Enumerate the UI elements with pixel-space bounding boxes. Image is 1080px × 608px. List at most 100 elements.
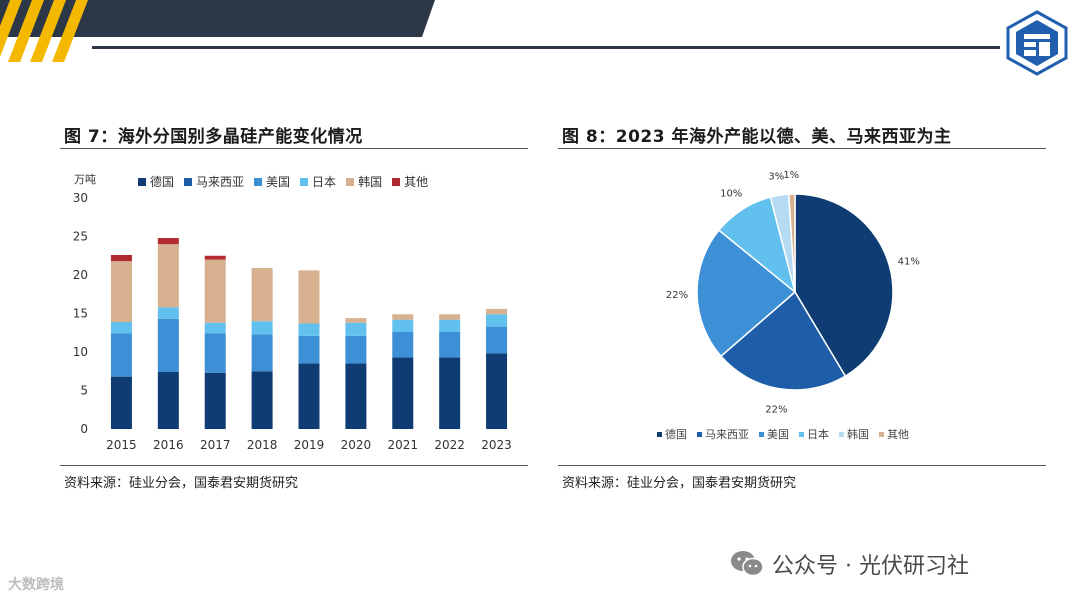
bar-segment xyxy=(345,318,367,323)
legend-item: 马来西亚 xyxy=(184,173,244,190)
bar-segment xyxy=(392,319,414,332)
pie-data-label: 3% xyxy=(768,171,784,182)
right-chart-title: 图 8：2023 年海外产能以德、美、马来西亚为主 xyxy=(562,127,952,147)
y-tick-label: 10 xyxy=(73,345,88,359)
pie-legend-item: 美国 xyxy=(759,426,789,442)
legend-swatch xyxy=(184,177,193,186)
bar-segment xyxy=(110,333,132,377)
pie-data-label: 10% xyxy=(720,189,742,200)
bar-segment xyxy=(157,238,179,245)
bar-segment xyxy=(110,261,132,322)
bar-segment xyxy=(298,323,320,336)
pie-legend-label: 美国 xyxy=(767,428,789,441)
legend-item: 日本 xyxy=(300,173,336,190)
bar-segment xyxy=(157,307,179,319)
legend-item: 德国 xyxy=(138,173,174,190)
pie-data-label: 1% xyxy=(783,170,799,181)
pie-legend-item: 其他 xyxy=(879,426,909,442)
y-tick-label: 25 xyxy=(73,230,88,244)
left-source-rule xyxy=(60,465,528,466)
header-stripes xyxy=(0,0,88,62)
x-tick-label: 2016 xyxy=(153,438,184,452)
bar-segment xyxy=(251,334,273,372)
right-source-rule xyxy=(558,465,1046,466)
legend-swatch xyxy=(392,177,401,186)
pie-slice xyxy=(794,193,894,378)
y-tick-label: 5 xyxy=(80,384,88,398)
brand-logo-icon xyxy=(1006,10,1068,76)
x-tick-label: 2022 xyxy=(434,438,465,452)
pie-legend-swatch xyxy=(697,431,702,437)
legend-label: 其他 xyxy=(404,175,429,189)
bar-segment xyxy=(392,357,414,429)
legend-swatch xyxy=(254,177,263,186)
pie-legend-swatch xyxy=(657,431,662,437)
corner-watermark: 大数跨境 xyxy=(8,577,64,593)
y-tick-label: 30 xyxy=(73,191,88,205)
bar-segment xyxy=(251,321,273,335)
pie-legend-item: 马来西亚 xyxy=(697,426,749,442)
pie-legend-label: 马来西亚 xyxy=(705,428,749,441)
pie-legend-swatch xyxy=(839,431,844,437)
legend-label: 日本 xyxy=(312,175,337,189)
bar-segment xyxy=(298,363,320,429)
legend-swatch xyxy=(138,177,146,186)
y-tick-label: 20 xyxy=(73,268,88,282)
bar-segment xyxy=(157,244,179,308)
bar-segment xyxy=(392,331,414,358)
bar-segment xyxy=(439,331,461,358)
pie-legend-label: 日本 xyxy=(807,428,829,441)
x-tick-label: 2023 xyxy=(481,438,512,452)
legend-item: 其他 xyxy=(392,173,428,190)
bar-segment xyxy=(204,372,226,429)
pie-slice xyxy=(787,193,796,293)
legend-swatch xyxy=(300,177,309,186)
pie-legend-label: 其他 xyxy=(887,428,909,441)
header-rule xyxy=(92,46,1000,49)
pie-data-label: 22% xyxy=(765,405,787,416)
bar-segment xyxy=(486,326,508,354)
legend-swatch xyxy=(346,177,355,186)
wechat-account-label: 公众号 · 光伏研习社 xyxy=(730,548,969,580)
y-axis-unit-label: 万吨 xyxy=(74,173,96,186)
legend-label: 马来西亚 xyxy=(196,175,245,189)
bar-segment xyxy=(157,318,179,373)
bar-segment xyxy=(345,335,367,364)
bar-segment xyxy=(439,314,461,320)
bar-segment xyxy=(486,314,508,327)
bar-segment xyxy=(392,314,414,320)
legend-item: 韩国 xyxy=(346,173,382,190)
pie-legend-swatch xyxy=(879,431,884,437)
bar-segment xyxy=(204,333,226,373)
x-tick-label: 2021 xyxy=(388,438,419,452)
bar-segment xyxy=(298,335,320,364)
bar-segment xyxy=(439,357,461,429)
bar-segment xyxy=(345,322,367,336)
pie-chart: 41% 22% 22% 10% 3% 1% xyxy=(666,170,920,416)
pie-data-label: 41% xyxy=(898,257,920,268)
page-header xyxy=(0,0,1080,76)
wechat-icon xyxy=(731,551,764,577)
bar-segment xyxy=(486,353,508,429)
bar-segment xyxy=(204,259,226,323)
right-source-text: 资料来源：硅业分会，国泰君安期货研究 xyxy=(562,476,797,491)
legend-label: 德国 xyxy=(150,175,175,189)
pie-legend-label: 韩国 xyxy=(847,428,869,441)
pie-legend-label: 德国 xyxy=(665,428,687,441)
right-title-rule xyxy=(558,148,1046,149)
pie-slice xyxy=(696,229,797,358)
x-tick-label: 2020 xyxy=(341,438,372,452)
bar-segment xyxy=(298,270,320,324)
pie-legend-swatch xyxy=(759,431,764,437)
x-tick-label: 2015 xyxy=(106,438,137,452)
left-title-rule xyxy=(60,148,528,149)
left-chart-title: 图 7：海外分国别多晶硅产能变化情况 xyxy=(64,127,363,147)
x-tick-label: 2019 xyxy=(294,438,325,452)
legend-item: 美国 xyxy=(254,173,290,190)
bar-segment xyxy=(486,308,508,315)
pie-slice xyxy=(719,290,847,391)
y-tick-label: 15 xyxy=(73,307,88,321)
bar-segment xyxy=(110,376,132,429)
pie-legend-swatch xyxy=(799,431,804,437)
bar-segment xyxy=(110,321,132,334)
